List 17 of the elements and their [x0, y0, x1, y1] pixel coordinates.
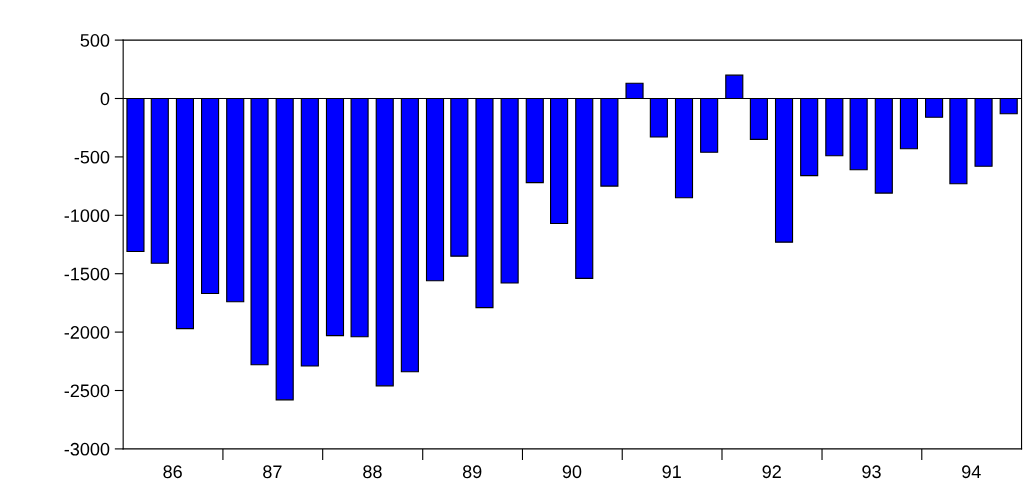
x-tick-label: 88	[363, 465, 382, 479]
y-tick-label: -1000	[64, 209, 110, 223]
x-tick-label: 86	[163, 465, 182, 479]
y-tick-label: -1500	[64, 267, 110, 281]
y-tick-label: -2000	[64, 326, 110, 339]
x-tick-label: 90	[562, 465, 582, 479]
x-tick-label: 89	[462, 465, 482, 479]
x-tick-label: 91	[662, 465, 681, 479]
x-tick-label: 94	[962, 465, 981, 479]
x-tick-label: 87	[263, 465, 282, 479]
y-tick-label: -3000	[64, 442, 110, 456]
y-tick-label: -2500	[64, 384, 110, 398]
x-tick-label: 93	[862, 465, 881, 479]
y-tick-label: 0	[100, 92, 110, 106]
x-tick-label: 92	[762, 465, 781, 479]
y-tick-label: -500	[74, 150, 110, 164]
y-tick-label: 500	[80, 34, 110, 47]
